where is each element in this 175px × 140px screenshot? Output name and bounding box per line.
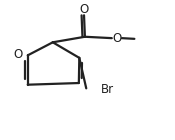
Text: Br: Br [101, 83, 114, 96]
Text: O: O [14, 48, 23, 61]
Text: O: O [113, 32, 122, 45]
Text: O: O [79, 3, 89, 16]
